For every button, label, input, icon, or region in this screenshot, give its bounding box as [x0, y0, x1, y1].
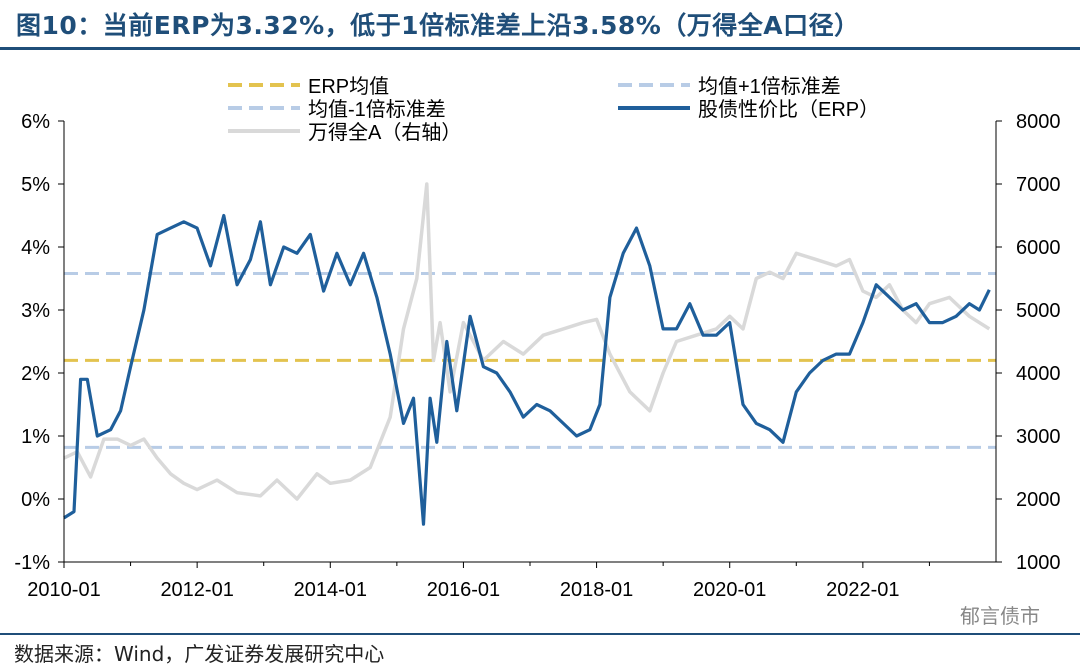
y-left-tick-label: 6%	[21, 111, 50, 133]
legend-label-erp: 股债性价比（ERP）	[698, 98, 879, 121]
chart: ERP均值 均值+1倍标准差 均值-1倍标准差 股债性价比（ERP） 万得全A（…	[14, 75, 1061, 601]
x-tick-label: 2012-01	[160, 579, 233, 601]
legend-label-index: 万得全A（右轴）	[308, 121, 461, 144]
series-line-erp	[63, 213, 991, 526]
x-tick-label: 2022-01	[826, 579, 899, 601]
legend: ERP均值 均值+1倍标准差 均值-1倍标准差 股债性价比（ERP） 万得全A（…	[228, 75, 879, 144]
y-left-tick-label: 5%	[21, 174, 50, 196]
legend-label-upper: 均值+1倍标准差	[698, 75, 841, 98]
y-left-tick-label: -1%	[14, 552, 50, 574]
chart-title: 图10：当前ERP为3.32%，低于1倍标准差上沿3.58%（万得全A口径）	[16, 11, 860, 40]
y-left-tick-label: 1%	[21, 426, 50, 448]
y-right-tick-label: 7000	[1016, 174, 1061, 196]
y-right-tick-label: 2000	[1016, 489, 1061, 511]
x-tick-label: 2014-01	[294, 579, 367, 601]
title-divider	[0, 47, 1080, 50]
y-right-tick-label: 4000	[1016, 363, 1061, 385]
legend-label-mean: ERP均值	[308, 75, 389, 98]
y-left-tick-label: 2%	[21, 363, 50, 385]
y-left-tick-label: 3%	[21, 300, 50, 322]
y-right-tick-label: 8000	[1016, 111, 1061, 133]
y-right-tick-label: 6000	[1016, 237, 1061, 259]
y-right-tick-label: 1000	[1016, 552, 1061, 574]
watermark: 郁言债市	[960, 604, 1040, 628]
y-right-tick-label: 5000	[1016, 300, 1061, 322]
footer-divider	[0, 633, 1080, 635]
x-tick-label: 2010-01	[27, 579, 100, 601]
x-tick-label: 2020-01	[693, 579, 766, 601]
x-tick-label: 2016-01	[427, 579, 500, 601]
series-line-index	[63, 182, 991, 501]
y-right-tick-label: 3000	[1016, 426, 1061, 448]
legend-label-lower: 均值-1倍标准差	[308, 98, 446, 121]
source-note: 数据来源：Wind，广发证券发展研究中心	[14, 642, 385, 666]
y-left-tick-label: 4%	[21, 237, 50, 259]
x-tick-label: 2018-01	[560, 579, 633, 601]
y-left-tick-label: 0%	[21, 489, 50, 511]
